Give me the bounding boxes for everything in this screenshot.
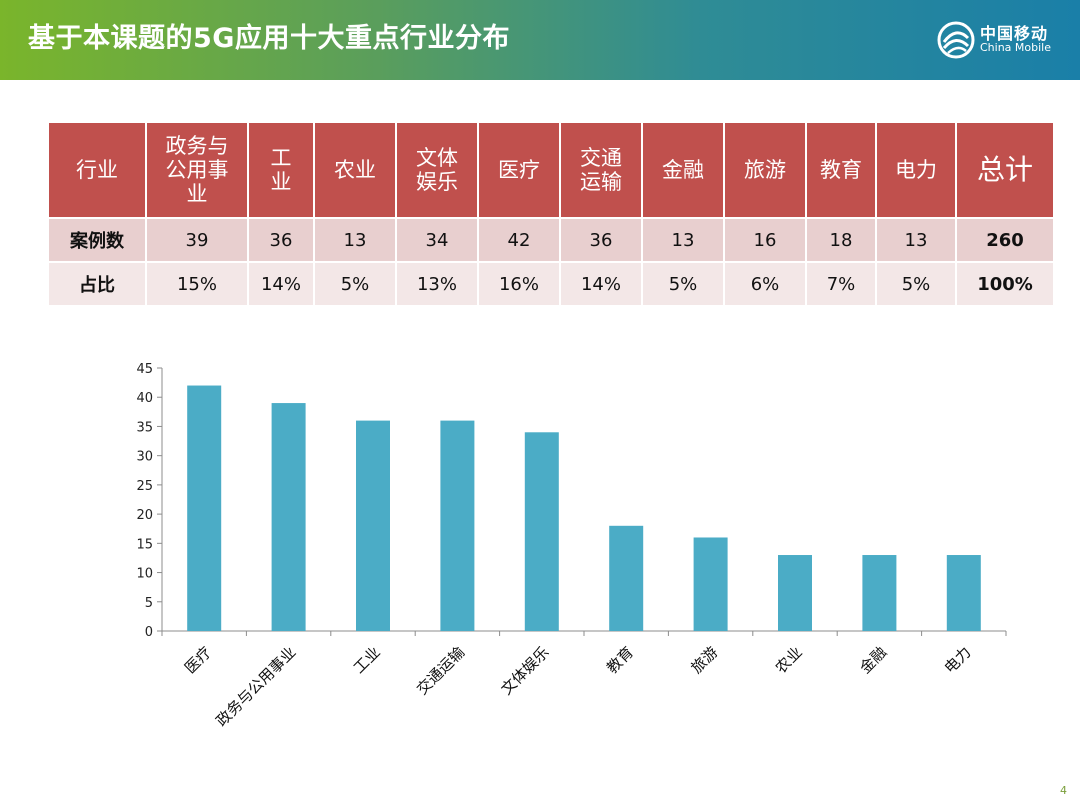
count-cell: 36	[247, 217, 315, 263]
count-cell: 34	[395, 217, 479, 263]
bar	[524, 432, 559, 631]
y-tick-label: 30	[136, 450, 153, 465]
count-cell: 39	[145, 217, 249, 263]
x-category-label: 医疗	[181, 643, 215, 677]
x-category-label: 金融	[856, 643, 890, 677]
bar	[440, 420, 475, 631]
header-cell-total: 总计	[955, 121, 1055, 219]
slide-header: 基于本课题的5G应用十大重点行业分布 中国移动 China Mobile	[0, 0, 1080, 80]
header-cell: 交通运输	[559, 121, 643, 219]
share-cell: 7%	[805, 261, 877, 307]
y-tick-label: 45	[136, 362, 153, 377]
share-cell: 15%	[145, 261, 249, 307]
y-tick-label: 35	[136, 420, 153, 435]
y-tick-label: 20	[136, 508, 153, 523]
bar	[862, 555, 897, 631]
share-cell: 14%	[247, 261, 315, 307]
bar	[693, 537, 728, 631]
x-category-label: 工业	[350, 643, 384, 677]
china-mobile-logo-icon	[937, 21, 975, 59]
header-cell-text: 文体娱乐	[416, 146, 458, 194]
count-cell: 42	[477, 217, 561, 263]
logo-text-cn: 中国移动	[980, 24, 1049, 43]
x-category-label: 政务与公用事业	[212, 643, 299, 730]
count-cell: 18	[805, 217, 877, 263]
table-row-shares: 占比 15% 14% 5% 13% 16% 14% 5% 6% 7% 5% 10…	[47, 261, 1055, 307]
share-cell: 16%	[477, 261, 561, 307]
industry-stats-table: 行业 政务与公用事业 工业 农业 文体娱乐 医疗 交通运输 金融 旅游 教育 电…	[47, 121, 1055, 307]
share-cell: 6%	[723, 261, 807, 307]
share-cell: 14%	[559, 261, 643, 307]
y-tick-label: 10	[136, 567, 153, 582]
row-label: 占比	[47, 261, 147, 307]
y-tick-label: 15	[136, 537, 153, 552]
x-category-label: 电力	[941, 643, 975, 677]
china-mobile-logo: 中国移动 China Mobile	[936, 18, 1066, 62]
header-cell-text: 交通运输	[580, 146, 622, 194]
x-category-label: 农业	[772, 643, 806, 677]
share-cell: 13%	[395, 261, 479, 307]
y-tick-label: 25	[136, 479, 153, 494]
bar	[778, 555, 812, 631]
bar	[271, 403, 306, 631]
header-cell: 旅游	[723, 121, 807, 219]
share-cell: 5%	[641, 261, 725, 307]
header-cell: 金融	[641, 121, 725, 219]
header-cell: 电力	[875, 121, 957, 219]
header-cell: 工业	[247, 121, 315, 219]
count-cell: 13	[875, 217, 957, 263]
header-cell: 医疗	[477, 121, 561, 219]
y-tick-label: 0	[145, 625, 153, 640]
bar	[187, 385, 222, 631]
count-cell: 13	[641, 217, 725, 263]
logo-text-en: China Mobile	[980, 41, 1052, 54]
share-cell: 5%	[313, 261, 397, 307]
count-cell: 36	[559, 217, 643, 263]
header-cell: 教育	[805, 121, 877, 219]
bar	[946, 555, 981, 631]
slide-title: 基于本课题的5G应用十大重点行业分布	[28, 23, 510, 54]
y-tick-label: 5	[145, 596, 153, 611]
x-category-label: 文体娱乐	[497, 643, 552, 698]
table-header-row: 行业 政务与公用事业 工业 农业 文体娱乐 医疗 交通运输 金融 旅游 教育 电…	[47, 121, 1055, 219]
page-number: 4	[1060, 784, 1067, 797]
header-cell-text: 工业	[270, 146, 292, 194]
bar	[609, 525, 644, 631]
x-category-label: 旅游	[687, 643, 721, 677]
table-row-counts: 案例数 39 36 13 34 42 36 13 16 18 13 260	[47, 217, 1055, 263]
row-label: 案例数	[47, 217, 147, 263]
x-category-label: 教育	[603, 643, 637, 677]
bar	[356, 420, 390, 631]
header-cell-text: 政务与公用事业	[165, 134, 229, 206]
header-cell: 文体娱乐	[395, 121, 479, 219]
count-cell: 16	[723, 217, 807, 263]
x-category-label: 交通运输	[413, 643, 468, 698]
count-cell: 13	[313, 217, 397, 263]
count-total-cell: 260	[955, 217, 1055, 263]
header-cell-label: 行业	[47, 121, 147, 219]
share-total-cell: 100%	[955, 261, 1055, 307]
header-cell: 农业	[313, 121, 397, 219]
share-cell: 5%	[875, 261, 957, 307]
header-cell: 政务与公用事业	[145, 121, 249, 219]
y-tick-label: 40	[136, 391, 153, 406]
